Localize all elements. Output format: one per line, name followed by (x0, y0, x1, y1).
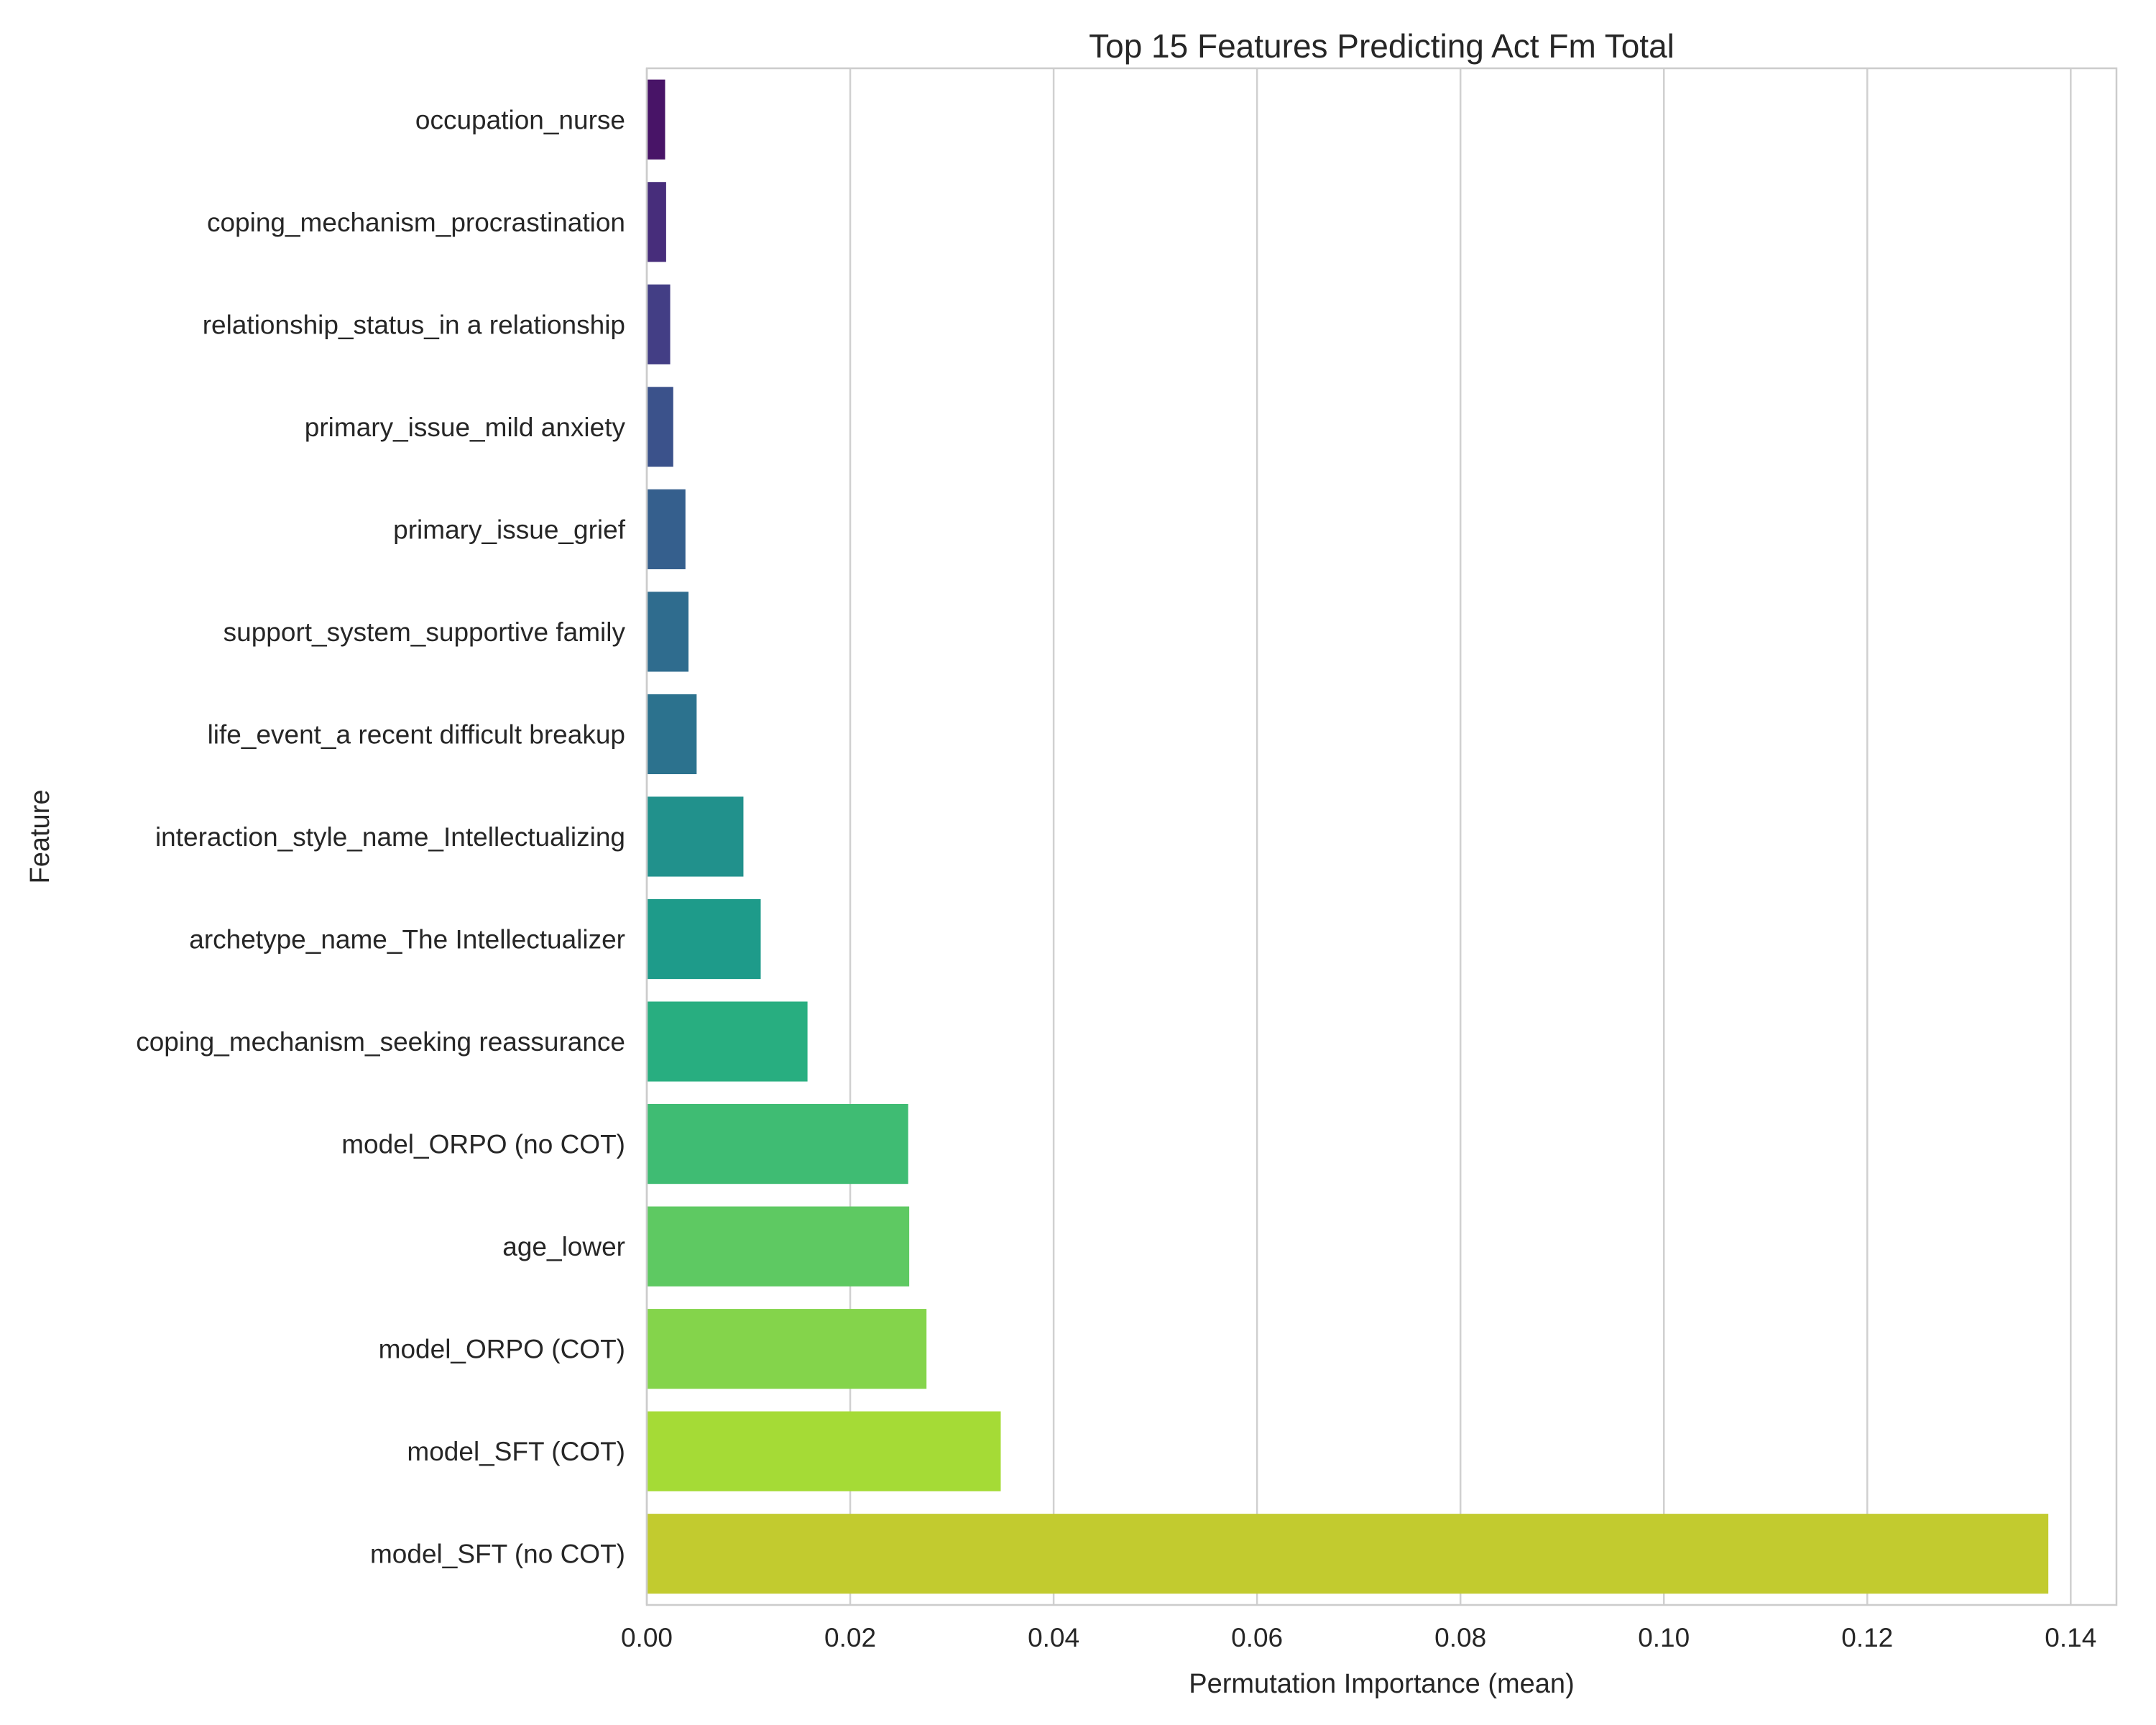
bar (647, 694, 697, 775)
bar (647, 796, 744, 877)
y-tick-label: coping_mechanism_seeking reassurance (136, 1027, 625, 1057)
bar (647, 592, 689, 672)
y-tick-label: model_SFT (no COT) (370, 1540, 625, 1569)
x-axis-label: Permutation Importance (mean) (1189, 1669, 1574, 1699)
bar (647, 1411, 1001, 1491)
y-tick-label: archetype_name_The Intellectualizer (189, 925, 625, 954)
bar (647, 898, 761, 980)
bars (647, 79, 2049, 1594)
x-tick-label: 0.10 (1638, 1623, 1690, 1652)
bar (647, 1104, 908, 1184)
y-tick-label: life_event_a recent difficult breakup (208, 719, 625, 749)
x-tick-label: 0.04 (1028, 1623, 1079, 1652)
x-tick-label: 0.00 (621, 1623, 673, 1652)
x-tick-labels: 0.00 0.02 0.04 0.06 0.08 0.10 0.12 0.14 (621, 1623, 2096, 1652)
x-tick-label: 0.08 (1434, 1623, 1486, 1652)
y-tick-label: model_SFT (COT) (407, 1437, 625, 1466)
y-tick-label: model_ORPO (COT) (379, 1335, 625, 1364)
grid-lines (645, 68, 2072, 1605)
y-tick-labels: occupation_nurse coping_mechanism_procras… (136, 105, 625, 1568)
bar (647, 489, 686, 569)
y-axis-label: Feature (25, 790, 55, 884)
bar (647, 1001, 808, 1082)
x-tick-label: 0.02 (824, 1623, 876, 1652)
y-tick-label: support_system_supportive family (224, 617, 626, 647)
y-tick-label: coping_mechanism_procrastination (207, 208, 625, 237)
y-tick-label: occupation_nurse (415, 105, 625, 134)
bar (647, 1206, 910, 1287)
y-tick-label: model_ORPO (no COT) (341, 1130, 625, 1159)
bar (647, 182, 666, 262)
bar (647, 1309, 927, 1389)
bar (647, 387, 673, 467)
y-tick-label: primary_issue_mild anxiety (305, 413, 626, 442)
x-tick-label: 0.14 (2045, 1623, 2096, 1652)
y-tick-label: interaction_style_name_Intellectualizing (155, 822, 625, 852)
plot-frame (645, 67, 2118, 1606)
x-tick-label: 0.12 (1841, 1623, 1893, 1652)
chart-title: Top 15 Features Predicting Act Fm Total (1089, 27, 1674, 65)
bar (647, 1514, 2049, 1594)
y-tick-label: age_lower (502, 1232, 625, 1261)
x-tick-label: 0.06 (1231, 1623, 1283, 1652)
bar (647, 79, 665, 160)
bar (647, 284, 671, 364)
y-tick-label: relationship_status_in a relationship (203, 310, 625, 339)
y-tick-label: primary_issue_grief (393, 515, 626, 544)
